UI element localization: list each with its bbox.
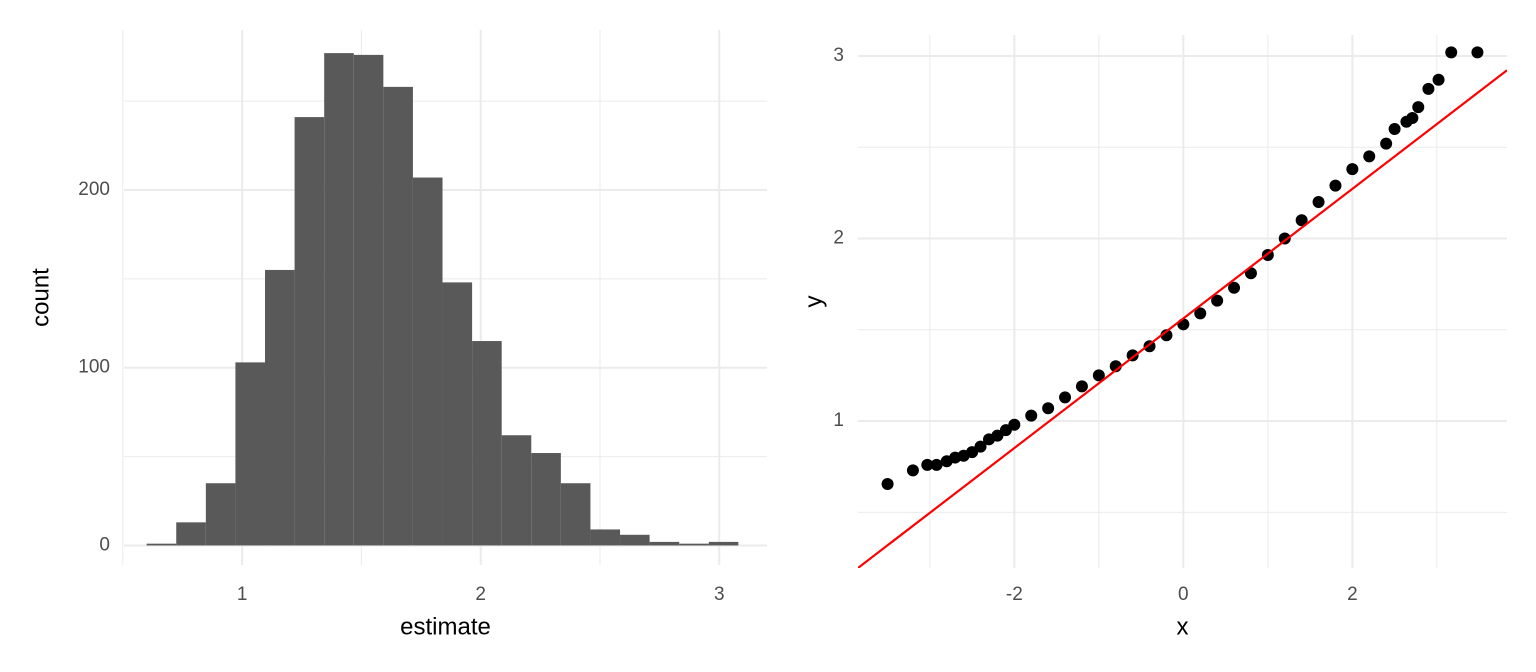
- y-axis-title: y: [800, 296, 827, 308]
- histogram-bar: [294, 117, 325, 546]
- y-tick-label: 3: [833, 45, 844, 66]
- histogram-bar: [472, 341, 502, 546]
- qq-point: [1211, 294, 1224, 307]
- y-axis-title: count: [27, 268, 54, 327]
- qq-point: [1160, 329, 1173, 342]
- qq-point: [1312, 196, 1325, 209]
- histogram-bar: [501, 435, 532, 546]
- histogram-bar: [324, 53, 354, 546]
- qq-point: [1059, 391, 1072, 404]
- qq-point: [1177, 318, 1190, 331]
- x-tick-label: 1: [237, 584, 248, 605]
- qq-point: [1278, 232, 1291, 245]
- qq-point: [906, 464, 919, 477]
- histogram-bar: [620, 534, 650, 546]
- qq-point: [974, 440, 987, 453]
- histogram-bar: [146, 543, 177, 546]
- qq-point: [1228, 281, 1241, 294]
- y-tick-label: 100: [78, 357, 110, 378]
- qq-point: [1471, 46, 1484, 59]
- histogram-bar: [708, 541, 739, 546]
- qq-point: [1194, 307, 1207, 320]
- qq-point: [1432, 73, 1445, 86]
- reference-line: [858, 69, 1507, 568]
- x-tick-label: 0: [1178, 584, 1189, 605]
- qq-point: [1363, 150, 1376, 163]
- qq-point: [1329, 179, 1342, 192]
- histogram-bar: [442, 282, 473, 546]
- y-tick-label: 2: [833, 228, 844, 249]
- qq-point: [1075, 380, 1088, 393]
- qq-point: [1042, 402, 1055, 415]
- qq-point: [1445, 46, 1458, 59]
- panel: 1 2 3 0 100 200 estimate count: [27, 30, 767, 640]
- qq-point: [1412, 101, 1425, 114]
- histogram-bar: [531, 453, 561, 546]
- histogram-bar: [412, 177, 443, 546]
- x-axis-title: estimate: [400, 613, 491, 640]
- histogram-bar: [679, 543, 709, 546]
- x-tick-label: 2: [1347, 584, 1358, 605]
- qq-point: [1092, 369, 1105, 382]
- histogram-bar: [205, 483, 236, 546]
- histogram-bar: [176, 522, 206, 546]
- qq-point: [881, 478, 894, 491]
- qq-point: [1295, 214, 1308, 227]
- x-tick-label: 3: [714, 584, 725, 605]
- qq-point: [1008, 418, 1021, 431]
- qq-point: [1388, 123, 1401, 136]
- qq-point: [1346, 163, 1359, 176]
- qq-point: [930, 458, 943, 471]
- qq-point: [1406, 112, 1419, 125]
- histogram-bar: [560, 483, 591, 546]
- y-tick-label: 1: [833, 410, 844, 431]
- x-tick-label: 2: [475, 584, 486, 605]
- histogram-bar: [235, 362, 266, 546]
- histogram-bar: [265, 269, 295, 546]
- x-tick-label: -2: [1006, 584, 1023, 605]
- qq-point: [1380, 137, 1393, 150]
- x-axis-title: x: [1177, 613, 1189, 640]
- qq-point: [1422, 82, 1435, 95]
- histogram-bar: [649, 541, 680, 546]
- histogram-bar: [353, 54, 384, 546]
- histogram-bar: [383, 86, 413, 546]
- qq-point: [921, 458, 934, 471]
- y-tick-label: 200: [78, 179, 110, 200]
- qq-point: [1025, 409, 1038, 422]
- histogram-bar: [590, 529, 621, 546]
- panel: -2 0 2 1 2 3 x y: [800, 35, 1507, 640]
- y-tick-label: 0: [99, 534, 110, 555]
